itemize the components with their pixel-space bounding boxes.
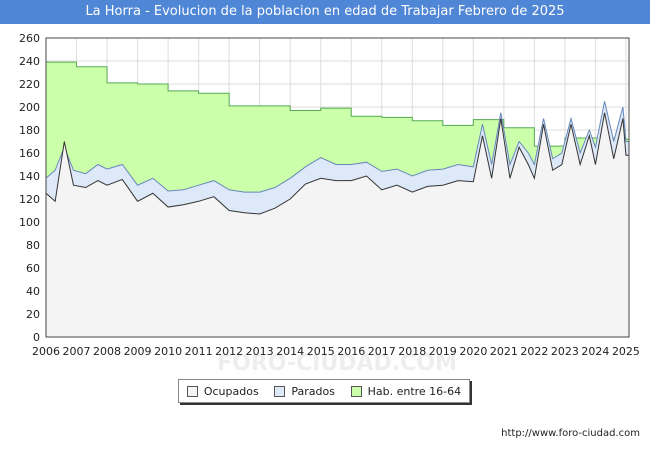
chart-title: La Horra - Evolucion de la poblacion en … xyxy=(0,0,650,24)
legend-item-ocupados: Ocupados xyxy=(186,384,259,398)
x-tick-label: 2018 xyxy=(398,345,426,358)
line-parados xyxy=(45,101,629,193)
x-tick-label: 2006 xyxy=(32,345,60,358)
y-tick-label: 20 xyxy=(26,308,40,321)
chart-areas xyxy=(45,61,629,338)
x-tick-label: 2024 xyxy=(581,345,609,358)
x-tick-label: 2010 xyxy=(154,345,182,358)
y-tick-label: 220 xyxy=(19,78,40,91)
x-tick-label: 2011 xyxy=(185,345,213,358)
x-tick-label: 2025 xyxy=(612,345,640,358)
y-tick-label: 180 xyxy=(19,124,40,137)
y-tick-label: 160 xyxy=(19,147,40,160)
y-axis: 0 20 40 60 80 100 120 140 160 180 200 220 240 260 xyxy=(19,32,40,344)
x-tick-label: 2023 xyxy=(551,345,579,358)
legend-swatch-ocupados xyxy=(186,385,198,397)
x-tick-label: 2016 xyxy=(337,345,365,358)
x-tick-label: 2017 xyxy=(368,345,396,358)
x-tick-label: 2014 xyxy=(276,345,304,358)
plot-frame xyxy=(45,37,630,338)
y-tick-label: 100 xyxy=(19,216,40,229)
x-tick-label: 2021 xyxy=(490,345,518,358)
footer-url[interactable]: http://www.foro-ciudad.com xyxy=(501,428,640,439)
x-tick-label: 2012 xyxy=(215,345,243,358)
watermark: FORO-CIUDAD.COM xyxy=(217,351,457,374)
y-tick-label: 200 xyxy=(19,101,40,114)
legend-item-hab: Hab. entre 16-64 xyxy=(350,384,462,398)
x-tick-label: 2008 xyxy=(93,345,121,358)
y-tick-label: 140 xyxy=(19,170,40,183)
line-ocupados xyxy=(45,112,629,215)
legend-label-parados: Parados xyxy=(291,384,335,398)
x-tick-label: 2019 xyxy=(429,345,457,358)
x-tick-label: 2007 xyxy=(63,345,91,358)
y-tick-label: 0 xyxy=(33,331,40,344)
x-tick-label: 2013 xyxy=(246,345,274,358)
x-tick-label: 2009 xyxy=(124,345,152,358)
x-tick-label: 2015 xyxy=(307,345,335,358)
legend-item-parados: Parados xyxy=(274,385,335,398)
y-tick-label: 40 xyxy=(26,285,40,298)
x-tick-label: 2022 xyxy=(520,345,548,358)
area-ocupados xyxy=(46,112,629,337)
x-tick-label: 2020 xyxy=(459,345,487,358)
y-tick-label: 240 xyxy=(19,55,40,68)
legend-label-hab: Hab. entre 16-64 xyxy=(367,384,462,398)
chart-svg: FORO-CIUDAD.COM 0 20 40 60 80 100 120 140 160 180… xyxy=(19,32,640,374)
y-tick-label: 120 xyxy=(19,193,40,206)
y-tick-label: 80 xyxy=(26,239,40,252)
legend-swatch-parados xyxy=(274,385,286,397)
legend-swatch-hab xyxy=(350,385,362,397)
legend: Ocupados Parados Hab. entre 16-64 xyxy=(178,379,470,403)
x-axis: 2006 2007 2008 2009 2010 2011 2012 2013 2014 2015… xyxy=(32,345,640,358)
y-tick-label: 260 xyxy=(19,32,40,45)
legend-label-ocupados: Ocupados xyxy=(203,384,259,398)
line-hab-entre-16-64 xyxy=(46,61,629,147)
y-tick-label: 60 xyxy=(26,262,40,275)
